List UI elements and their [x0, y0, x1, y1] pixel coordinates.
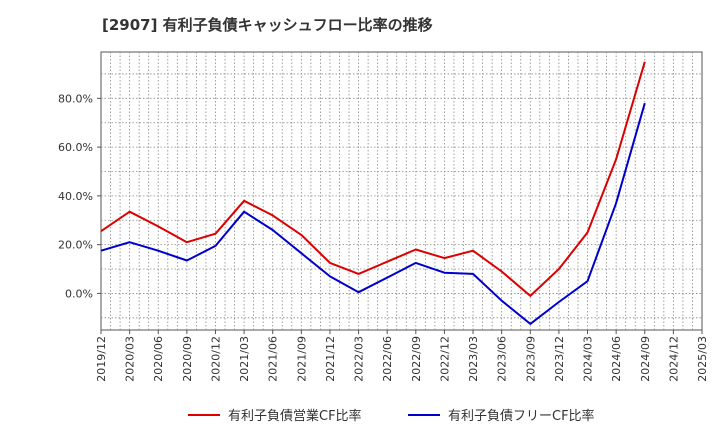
- x-tick-label: 2022/06: [381, 336, 394, 382]
- x-tick-label: 2021/03: [238, 336, 251, 382]
- x-tick-label: 2021/09: [295, 336, 308, 382]
- x-tick-label: 2023/12: [553, 336, 566, 382]
- x-tick-label: 2021/12: [324, 336, 337, 382]
- x-tick-label: 2019/12: [95, 336, 108, 382]
- y-tick-label: 40.0%: [58, 190, 93, 203]
- chart-title: [2907] 有利子負債キャッシュフロー比率の推移: [102, 16, 433, 34]
- x-tick-label: 2024/09: [639, 336, 652, 382]
- x-tick-label: 2023/09: [524, 336, 537, 382]
- x-tick-label: 2025/03: [696, 336, 709, 382]
- x-tick-label: 2020/12: [209, 336, 222, 382]
- x-tick-label: 2020/03: [124, 336, 137, 382]
- x-tick-label: 2022/09: [410, 336, 423, 382]
- x-tick-label: 2024/12: [667, 336, 680, 382]
- x-tick-label: 2020/09: [181, 336, 194, 382]
- x-tick-label: 2023/06: [496, 336, 509, 382]
- x-tick-label: 2021/06: [267, 336, 280, 382]
- series-line-1: [100, 61, 646, 297]
- y-tick-label: 20.0%: [58, 239, 93, 252]
- legend-label-2: 有利子負債フリーCF比率: [448, 408, 595, 424]
- y-tick-label: 80.0%: [58, 92, 93, 105]
- y-tick-label: 60.0%: [58, 141, 93, 154]
- x-tick-label: 2024/03: [582, 336, 595, 382]
- y-tick-label: 0.0%: [65, 287, 93, 300]
- plot-frame: [100, 51, 703, 331]
- x-tick-label: 2022/12: [438, 336, 451, 382]
- x-tick-label: 2024/06: [610, 336, 623, 382]
- x-tick-label: 2023/03: [467, 336, 480, 382]
- legend-label-1: 有利子負債営業CF比率: [228, 408, 362, 424]
- series-line-2: [100, 102, 646, 325]
- x-tick-label: 2022/03: [353, 336, 366, 382]
- x-tick-label: 2020/06: [152, 336, 165, 382]
